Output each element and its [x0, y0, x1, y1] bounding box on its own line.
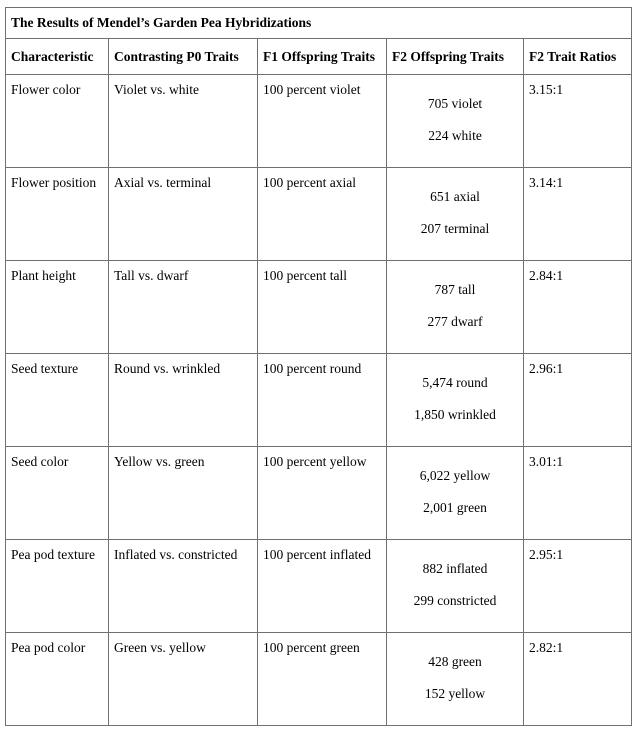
cell-f2-ratio: 2.95:1: [523, 539, 632, 633]
cell-p0-traits: Green vs. yellow: [108, 632, 258, 726]
cell-f2-ratio: 3.14:1: [523, 167, 632, 261]
header-f1-traits: F1 Offspring Traits: [257, 38, 387, 75]
cell-f1-traits: 100 percent tall: [257, 260, 387, 354]
cell-f2-ratio: 2.96:1: [523, 353, 632, 447]
table-row: Seed texture Round vs. wrinkled 100 percen…: [5, 353, 632, 447]
cell-f2-ratio: 3.15:1: [523, 74, 632, 168]
f2-count-recessive: 152 yellow: [424, 686, 486, 701]
cell-f2-traits: 882 inflated 299 constricted: [386, 539, 524, 633]
cell-characteristic: Seed color: [5, 446, 109, 540]
table-row: Flower color Violet vs. white 100 percent …: [5, 74, 632, 168]
cell-f1-traits: 100 percent violet: [257, 74, 387, 168]
cell-f2-traits: 428 green 152 yellow: [386, 632, 524, 726]
cell-f2-ratio: 2.84:1: [523, 260, 632, 354]
cell-characteristic: Seed texture: [5, 353, 109, 447]
table-row: Plant height Tall vs. dwarf 100 percent ta…: [5, 260, 632, 354]
f2-count-dominant: 5,474 round: [422, 375, 488, 390]
cell-f1-traits: 100 percent green: [257, 632, 387, 726]
header-f2-ratios: F2 Trait Ratios: [523, 38, 632, 75]
f2-count-dominant: 651 axial: [430, 189, 480, 204]
f2-count-recessive: 224 white: [428, 128, 482, 143]
f2-count-recessive: 2,001 green: [423, 500, 487, 515]
table-row: Pea pod color Green vs. yellow 100 percent…: [5, 632, 632, 726]
mendel-results-table: The Results of Mendel’s Garden Pea Hybri…: [5, 7, 632, 726]
f2-count-recessive: 207 terminal: [420, 221, 490, 236]
cell-f1-traits: 100 percent axial: [257, 167, 387, 261]
f2-count-recessive: 1,850 wrinkled: [414, 407, 496, 422]
cell-p0-traits: Yellow vs. green: [108, 446, 258, 540]
f2-count-recessive: 299 constricted: [413, 593, 497, 608]
cell-characteristic: Pea pod texture: [5, 539, 109, 633]
header-f2-traits: F2 Offspring Traits: [386, 38, 524, 75]
cell-f2-traits: 705 violet 224 white: [386, 74, 524, 168]
cell-f1-traits: 100 percent yellow: [257, 446, 387, 540]
cell-p0-traits: Tall vs. dwarf: [108, 260, 258, 354]
f2-count-dominant: 6,022 yellow: [419, 468, 491, 483]
cell-characteristic: Flower color: [5, 74, 109, 168]
table-row: Pea pod texture Inflated vs. constricted 1…: [5, 539, 632, 633]
cell-f2-traits: 6,022 yellow 2,001 green: [386, 446, 524, 540]
f2-count-dominant: 705 violet: [427, 96, 483, 111]
cell-f1-traits: 100 percent round: [257, 353, 387, 447]
table-title: The Results of Mendel’s Garden Pea Hybri…: [5, 7, 632, 39]
cell-f2-traits: 5,474 round 1,850 wrinkled: [386, 353, 524, 447]
cell-f2-traits: 651 axial 207 terminal: [386, 167, 524, 261]
cell-p0-traits: Violet vs. white: [108, 74, 258, 168]
cell-p0-traits: Axial vs. terminal: [108, 167, 258, 261]
table-row: Flower position Axial vs. terminal 100 per…: [5, 167, 632, 261]
table-row: Seed color Yellow vs. green 100 percent ye…: [5, 446, 632, 540]
cell-f1-traits: 100 percent inflated: [257, 539, 387, 633]
header-characteristic: Characteristic: [5, 38, 109, 75]
f2-count-dominant: 428 green: [428, 654, 482, 669]
cell-f2-ratio: 3.01:1: [523, 446, 632, 540]
header-p0-traits: Contrasting P0 Traits: [108, 38, 258, 75]
f2-count-recessive: 277 dwarf: [427, 314, 483, 329]
cell-f2-ratio: 2.82:1: [523, 632, 632, 726]
cell-p0-traits: Round vs. wrinkled: [108, 353, 258, 447]
cell-p0-traits: Inflated vs. constricted: [108, 539, 258, 633]
cell-characteristic: Plant height: [5, 260, 109, 354]
f2-count-dominant: 882 inflated: [422, 561, 488, 576]
cell-characteristic: Pea pod color: [5, 632, 109, 726]
cell-f2-traits: 787 tall 277 dwarf: [386, 260, 524, 354]
cell-characteristic: Flower position: [5, 167, 109, 261]
title-row: The Results of Mendel’s Garden Pea Hybri…: [5, 7, 632, 39]
f2-count-dominant: 787 tall: [434, 282, 476, 297]
header-row: Characteristic Contrasting P0 Traits F1 …: [5, 38, 632, 75]
